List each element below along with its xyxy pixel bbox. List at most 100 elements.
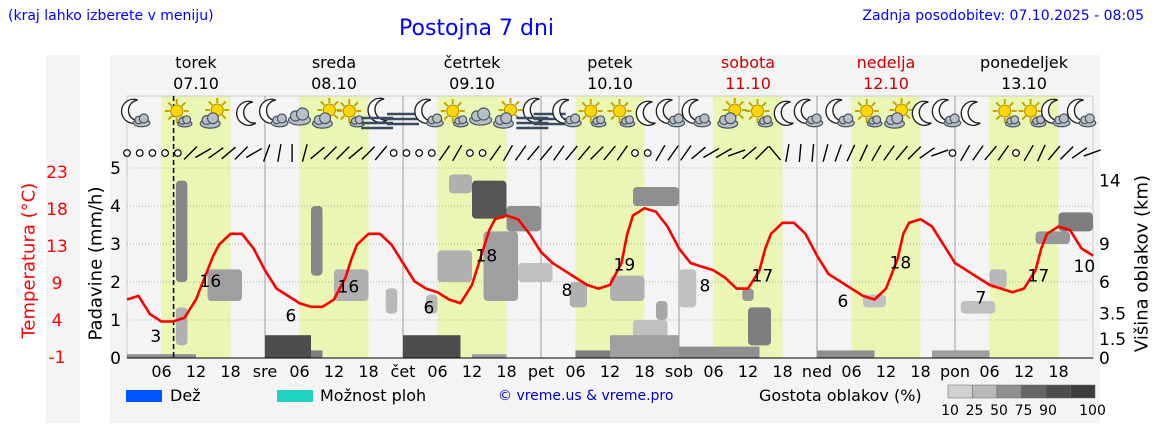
sun-ray <box>761 101 767 107</box>
wind-barb <box>931 149 949 157</box>
density-value: 75 <box>1015 403 1033 419</box>
day-name: ponedeljek <box>980 53 1069 72</box>
precip-bar <box>817 350 875 358</box>
day-name: nedelja <box>857 53 916 72</box>
x-hour-tick: 18 <box>220 362 240 381</box>
cloud-layer <box>175 180 188 282</box>
wind-barb <box>1047 145 1061 161</box>
sun-ray <box>1021 101 1027 107</box>
sun-ray <box>905 100 911 106</box>
cloud-shape <box>596 115 606 125</box>
weather-icon-moon-cloud <box>931 98 962 128</box>
wind-barb <box>245 147 263 159</box>
sun-ray <box>857 115 863 121</box>
temperature-label: 18 <box>890 254 912 274</box>
day-name: sobota <box>721 53 775 72</box>
temperature-label: 17 <box>752 266 774 286</box>
x-hour-tick: 06 <box>151 362 171 381</box>
precip-tick: 1 <box>110 311 121 331</box>
sun-disc <box>170 104 184 118</box>
density-value: 50 <box>990 403 1008 419</box>
density-swatch <box>972 384 998 399</box>
temperature-series: 3 16 6 16 6 18 8 19 8 17 6 18 7 17 10 <box>126 206 1095 347</box>
wind-barb <box>208 147 224 159</box>
cloud-height-axis-label: Višina oblakov (km) <box>1131 174 1152 353</box>
day-headers: torek 07.10 sreda 08.10 četrtek 09.10 petek 10.… <box>173 53 1069 93</box>
sun-disc <box>998 104 1012 118</box>
x-hour-tick: 06 <box>979 362 999 381</box>
wind-calm <box>135 149 144 157</box>
sun-disc <box>751 104 764 118</box>
moon-shape <box>236 100 257 126</box>
day-band <box>989 96 1059 358</box>
weather-icon-sun-cloud <box>440 99 469 128</box>
x-hour-tick: 12 <box>462 362 482 381</box>
last-update: Zadnja posodobitev: 07.10.2025 - 08:05 <box>862 8 1144 24</box>
sun-ray <box>610 115 616 121</box>
wind-calm <box>948 149 957 157</box>
cloud-shape <box>624 115 634 125</box>
precip-tick: 3 <box>110 235 121 255</box>
wind-calm <box>478 149 487 157</box>
cloud-shape <box>206 112 219 125</box>
sun-ray <box>221 114 227 120</box>
weather-icon-moon <box>960 100 981 126</box>
wind-barb <box>1036 144 1046 162</box>
x-hour-tick: 06 <box>289 362 309 381</box>
cloud-shape <box>500 112 513 125</box>
temperature-tick: 9 <box>52 274 63 294</box>
wind-barb <box>590 146 604 160</box>
wind-barb <box>348 146 363 160</box>
sun-ray <box>748 101 754 107</box>
weather-icon-sun-cloud <box>992 99 1021 128</box>
wind-barb <box>984 145 997 161</box>
wind-barb <box>603 145 616 161</box>
sun-ray <box>167 101 173 107</box>
sun-ray <box>167 115 173 121</box>
sun-ray <box>208 100 214 106</box>
sun-disc <box>1024 104 1038 118</box>
sun-ray <box>995 115 1001 121</box>
weather-icon-moon-cloud <box>793 98 824 128</box>
cloud-shape <box>762 115 772 125</box>
wind-barb <box>539 145 553 161</box>
wind-barb <box>323 146 338 160</box>
region-hint[interactable]: (kraj lahko izberete v meniju) <box>8 8 214 24</box>
cloud-shape <box>458 115 468 125</box>
wind-barb <box>822 144 829 162</box>
wind-calm <box>1012 149 1020 157</box>
temperature-label: 17 <box>1028 266 1050 286</box>
wind-barb <box>183 146 198 160</box>
wind-barb <box>997 145 1010 161</box>
sun-ray <box>1034 101 1040 107</box>
wind-barb <box>502 144 514 162</box>
sun-ray <box>501 100 507 106</box>
x-hour-tick: 18 <box>1048 362 1068 381</box>
cloud-shape <box>949 113 960 124</box>
precipitation-bars <box>127 335 990 358</box>
wind-barb <box>960 144 971 162</box>
cloud-layer <box>960 301 996 314</box>
weather-icon-moon-cloud <box>681 98 712 128</box>
x-day-abbr: sob <box>665 362 693 381</box>
weather-icon-sun-cloud-big <box>199 98 230 129</box>
cloud-layers <box>175 174 1093 346</box>
wind-barb <box>221 146 236 160</box>
cloud-layer <box>1035 231 1070 244</box>
weather-icon-sun-cloud-big <box>883 98 914 129</box>
density-legend-title: Gostota oblakov (%) <box>759 386 922 405</box>
cloud-layer <box>569 282 587 308</box>
wind-barb <box>883 145 895 161</box>
credit-link[interactable]: © vreme.us & vreme.pro <box>498 388 674 404</box>
cloud-layer <box>207 269 242 301</box>
wind-barb <box>277 144 282 162</box>
cloud-layer <box>679 269 697 308</box>
wind-barb <box>301 144 308 162</box>
wind-barb <box>655 144 666 162</box>
day-date: 11.10 <box>725 74 771 93</box>
temperature-label: 3 <box>150 327 161 347</box>
x-hour-tick: 12 <box>738 362 758 381</box>
wind-barb <box>1059 146 1074 160</box>
wind-barb <box>703 147 720 159</box>
density-swatch <box>1021 384 1047 399</box>
